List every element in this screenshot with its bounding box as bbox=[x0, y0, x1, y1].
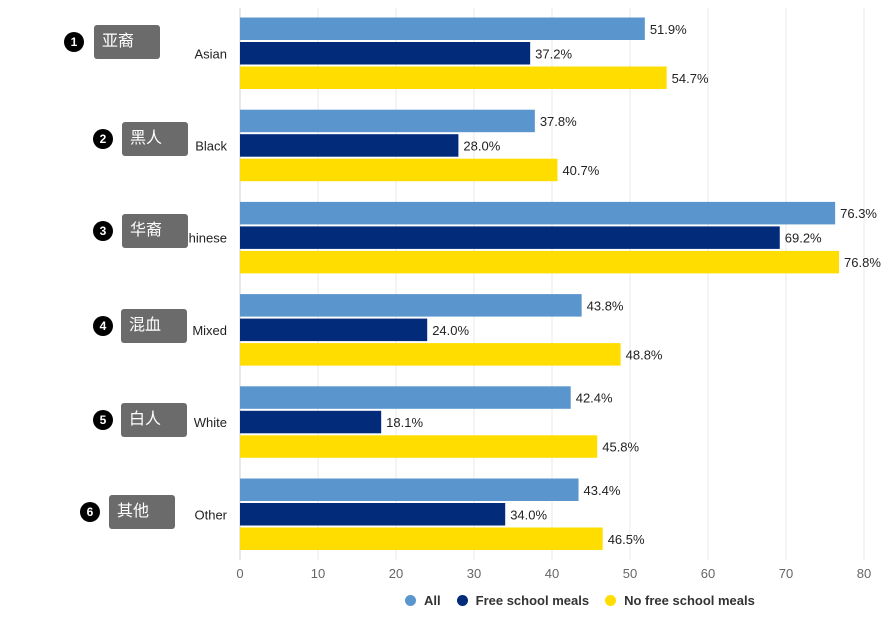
data-label: 43.8% bbox=[587, 298, 624, 313]
annotation-label: 混血 bbox=[121, 309, 187, 343]
category-label: Asian bbox=[194, 46, 227, 61]
data-label: 48.8% bbox=[626, 347, 663, 362]
annotation-number: 6 bbox=[80, 502, 100, 522]
bar[interactable] bbox=[240, 478, 579, 502]
data-label: 37.2% bbox=[535, 46, 572, 61]
bar[interactable] bbox=[240, 42, 531, 65]
bar[interactable] bbox=[240, 343, 621, 366]
x-tick-label: 20 bbox=[389, 566, 403, 581]
bar[interactable] bbox=[240, 527, 603, 551]
legend-item-free-school-meals[interactable]: Free school meals bbox=[456, 593, 590, 608]
x-tick-label: 10 bbox=[311, 566, 325, 581]
bar[interactable] bbox=[240, 201, 836, 225]
category-label: Black bbox=[195, 138, 227, 153]
legend-dot-icon bbox=[405, 595, 416, 606]
x-tick-label: 80 bbox=[857, 566, 871, 581]
data-label: 42.4% bbox=[576, 391, 613, 406]
bar[interactable] bbox=[240, 134, 459, 157]
x-tick-label: 40 bbox=[545, 566, 559, 581]
bar[interactable] bbox=[240, 410, 382, 434]
legend-dot-icon bbox=[605, 595, 617, 606]
data-label: 45.8% bbox=[602, 440, 639, 455]
legend-item-no-free-school-meals[interactable]: No free school meals bbox=[605, 593, 755, 608]
legend-dot-icon bbox=[456, 595, 468, 606]
x-tick-label: 70 bbox=[779, 566, 793, 581]
bar[interactable] bbox=[240, 17, 645, 41]
category-label: Chinese bbox=[179, 231, 227, 246]
data-label: 54.7% bbox=[672, 71, 709, 86]
x-tick-label: 60 bbox=[701, 566, 715, 581]
x-tick-label: 50 bbox=[623, 566, 637, 581]
bar[interactable] bbox=[240, 294, 582, 317]
annotation-number: 3 bbox=[93, 221, 113, 241]
gridlines bbox=[239, 8, 865, 560]
annotation-number: 4 bbox=[93, 316, 113, 336]
annotation-number: 2 bbox=[93, 129, 113, 149]
bar[interactable] bbox=[240, 386, 571, 409]
annotation-label: 其他 bbox=[109, 495, 175, 529]
x-tick-label: 30 bbox=[467, 566, 481, 581]
bar[interactable] bbox=[240, 318, 428, 342]
bar[interactable] bbox=[240, 109, 535, 133]
x-tick-label: 0 bbox=[236, 566, 243, 581]
data-label: 18.1% bbox=[386, 415, 423, 430]
legend-label: No free school meals bbox=[624, 593, 755, 608]
data-label: 46.5% bbox=[608, 532, 645, 547]
x-axis-ticks: 0 10 20 30 40 50 60 70 80 bbox=[236, 566, 871, 581]
bar[interactable] bbox=[240, 250, 840, 274]
data-label: 51.9% bbox=[650, 22, 687, 37]
category-labels: Asian Black Chinese Mixed White Other bbox=[179, 46, 227, 522]
annotation-label: 白人 bbox=[121, 403, 187, 437]
legend-label: All bbox=[424, 593, 441, 608]
annotation-number: 5 bbox=[93, 410, 113, 430]
bar[interactable] bbox=[240, 66, 667, 90]
legend-item-all[interactable]: All bbox=[405, 593, 441, 608]
data-label: 69.2% bbox=[785, 231, 822, 246]
data-label: 76.3% bbox=[840, 206, 877, 221]
bar[interactable] bbox=[240, 226, 780, 249]
annotation-label: 亚裔 bbox=[94, 25, 160, 59]
data-label: 43.4% bbox=[584, 483, 621, 498]
data-label: 34.0% bbox=[510, 507, 547, 522]
data-label: 37.8% bbox=[540, 114, 577, 129]
bar[interactable] bbox=[240, 503, 506, 526]
category-label: Other bbox=[194, 507, 227, 522]
annotation-number: 1 bbox=[64, 32, 84, 52]
data-label: 24.0% bbox=[432, 323, 469, 338]
data-label: 28.0% bbox=[463, 138, 500, 153]
bar[interactable] bbox=[240, 158, 558, 182]
bars bbox=[240, 17, 840, 551]
legend-label: Free school meals bbox=[475, 593, 590, 608]
annotation-label: 黑人 bbox=[122, 122, 188, 156]
data-label: 76.8% bbox=[844, 255, 881, 270]
data-label: 40.7% bbox=[562, 163, 599, 178]
category-label: Mixed bbox=[192, 323, 227, 338]
category-label: White bbox=[194, 415, 227, 430]
annotation-label: 华裔 bbox=[122, 214, 188, 248]
bar[interactable] bbox=[240, 435, 598, 458]
data-labels: 51.9% 37.2% 54.7% 37.8% 28.0% 40.7% 76.3% 69.2%… bbox=[386, 22, 881, 547]
chart-legend: All Free school meals No free school mea… bbox=[405, 593, 755, 608]
